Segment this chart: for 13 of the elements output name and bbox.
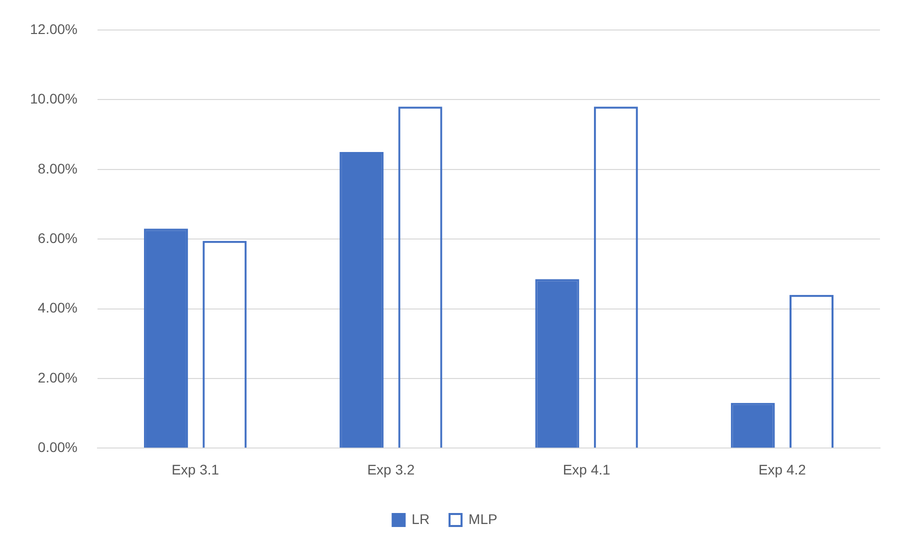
y-tick-label: 8.00%: [38, 160, 78, 176]
y-tick-label: 4.00%: [38, 300, 78, 316]
legend-label: LR: [412, 510, 430, 527]
x-tick-label: Exp 4.2: [758, 461, 806, 478]
y-tick-label: 10.00%: [30, 90, 78, 107]
y-tick-label: 2.00%: [38, 369, 78, 386]
y-tick-label: 6.00%: [38, 230, 78, 246]
x-tick-label: Exp 4.1: [562, 461, 611, 478]
legend-label: MLP: [468, 510, 498, 527]
x-tick-label: Exp 3.1: [172, 461, 220, 478]
x-tick-label: Exp 3.2: [367, 461, 415, 478]
y-tick-label: 12.00%: [30, 20, 78, 37]
y-tick-label: 0.00%: [38, 439, 78, 456]
